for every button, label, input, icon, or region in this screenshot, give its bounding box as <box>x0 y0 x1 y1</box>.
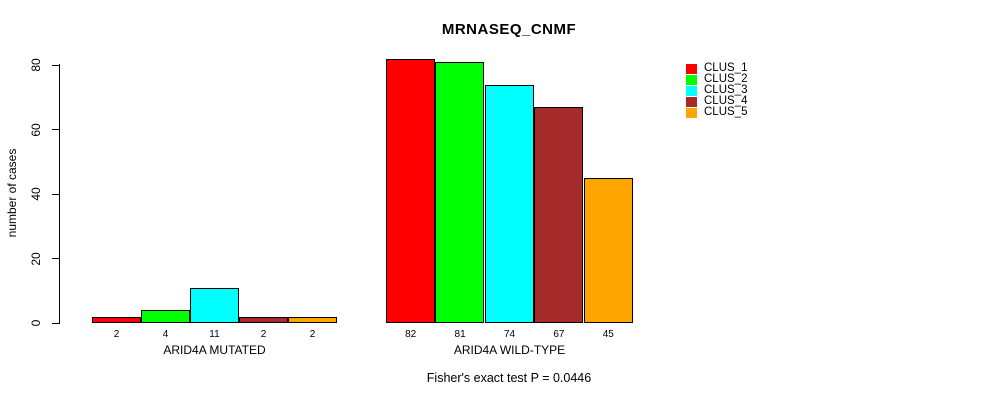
legend-row: CLUS_3 <box>686 84 748 96</box>
legend-swatch-clus_2 <box>686 74 697 85</box>
bar-value-label: 2 <box>309 329 316 340</box>
y-tick-mark <box>52 322 60 324</box>
y-tick-label: 40 <box>29 187 43 201</box>
bar-clus_5-group1 <box>288 317 337 323</box>
legend-row: CLUS_4 <box>686 95 748 107</box>
bar-clus_1-group2 <box>386 59 435 323</box>
legend-label: CLUS_5 <box>704 106 748 118</box>
bar-clus_4-group1 <box>239 317 288 323</box>
y-axis-label: number of cases <box>5 148 19 238</box>
bar-clus_1-group1 <box>92 317 141 323</box>
legend-swatch-clus_1 <box>686 63 697 74</box>
bar-value-label: 2 <box>260 329 267 340</box>
bar-value-label: 45 <box>602 329 614 340</box>
bar-value-label: 2 <box>113 329 120 340</box>
y-tick-label: 60 <box>29 123 43 137</box>
y-tick-mark <box>52 129 60 131</box>
y-tick-label: 0 <box>29 319 43 327</box>
bar-value-label: 11 <box>209 329 220 340</box>
y-axis-line <box>59 64 60 323</box>
legend: CLUS_1 CLUS_2 CLUS_3 CLUS_4 CLUS_5 <box>686 62 748 118</box>
y-tick-label: 80 <box>29 58 43 73</box>
legend-row: CLUS_2 <box>686 73 748 85</box>
bar-value-label: 81 <box>454 329 466 340</box>
chart-title: MRNASEQ_CNMF <box>441 21 577 38</box>
legend-row: CLUS_1 <box>686 62 748 74</box>
legend-swatch-clus_3 <box>686 85 697 96</box>
legend-label: CLUS_2 <box>704 73 748 85</box>
legend-label: CLUS_4 <box>704 95 748 107</box>
y-tick-mark <box>52 258 60 260</box>
bar-clus_3-group2 <box>485 85 534 323</box>
bar-clus_2-group1 <box>141 310 190 323</box>
stat-annotation: Fisher's exact test P = 0.0446 <box>426 371 592 385</box>
y-tick-mark <box>52 193 60 195</box>
legend-label: CLUS_1 <box>704 62 748 74</box>
y-tick-mark <box>52 64 60 66</box>
bar-value-label: 4 <box>162 329 169 340</box>
y-tick-label: 20 <box>29 251 43 266</box>
legend-swatch-clus_4 <box>686 96 697 107</box>
legend-swatch-clus_5 <box>686 107 697 118</box>
group-label-2: ARID4A WILD-TYPE <box>453 343 566 357</box>
bar-value-label: 74 <box>503 329 516 340</box>
legend-label: CLUS_3 <box>704 84 748 96</box>
group-label-1: ARID4A MUTATED <box>163 343 266 357</box>
bar-clus_4-group2 <box>534 107 583 323</box>
legend-row: CLUS_5 <box>686 106 748 118</box>
bar-clus_2-group2 <box>435 62 484 323</box>
bar-value-label: 82 <box>405 329 417 340</box>
bar-clus_3-group1 <box>190 288 239 323</box>
bar-value-label: 67 <box>553 329 565 340</box>
bar-clus_5-group2 <box>584 178 633 323</box>
